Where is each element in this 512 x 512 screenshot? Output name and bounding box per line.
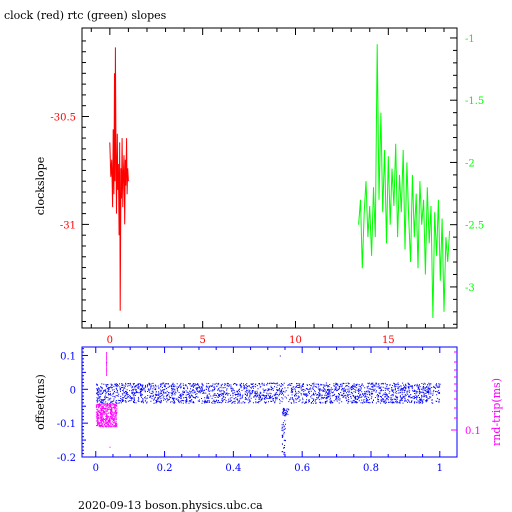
- offset-y-tick-label: 0.1: [60, 351, 76, 362]
- slope-x-tick-label: 0: [107, 335, 113, 346]
- rndtrip-points: [95, 352, 118, 448]
- offset-x-tick-label: 0.8: [363, 463, 379, 474]
- clockslope-tick-label: -30.5: [50, 112, 76, 123]
- chart-title: clock (red) rtc (green) slopes: [4, 9, 167, 22]
- slope-x-tick-label: 5: [199, 335, 205, 346]
- offset-series: [95, 352, 441, 455]
- offset-y-axis: 0.1 0 -0.1 -0.2: [57, 348, 88, 464]
- rtc-slope-tick-label: -2: [465, 158, 475, 169]
- offset-points: [96, 355, 441, 455]
- offset-x-tick-label: 0: [93, 463, 99, 474]
- offset-plot-frame: [81, 346, 458, 458]
- slope-plot-frame: [81, 27, 458, 329]
- offset-panel: 0 0.2 0.4 0.6 0.8 1 0.1 0 -0.1 -0.2 0.1 offset(m…: [34, 346, 503, 474]
- offset-x-tick-label: 0.4: [225, 463, 241, 474]
- offset-label: offset(ms): [34, 374, 47, 430]
- rtc-slope-tick-label: -1: [465, 34, 475, 45]
- rtc-slope-tick-label: -3: [465, 283, 475, 294]
- slope-panel: 0 5 10 15 -30.5 -31 -1 -1.5 -2 -2.5 -3 clockslop…: [34, 27, 484, 346]
- rtc-slope-line: [358, 44, 451, 319]
- rtc-slope-tick-label: -2.5: [465, 221, 484, 232]
- offset-x-tick-label: 1: [437, 463, 443, 474]
- rndtrip-y-axis: 0.1: [451, 351, 481, 437]
- rndtrip-label: rnd-trip(ms): [490, 378, 503, 446]
- clock-slope-line: [109, 47, 129, 311]
- slope-x-axis: 0 5 10 15: [90, 28, 445, 346]
- rtc-slope-tick-label: -1.5: [465, 96, 484, 107]
- slope-series: [109, 44, 451, 319]
- offset-x-tick-label: 0.2: [157, 463, 173, 474]
- offset-x-axis: 0 0.2 0.4 0.6 0.8 1: [93, 347, 443, 474]
- offset-y-tick-label: -0.1: [57, 419, 76, 430]
- footer-text: 2020-09-13 boson.physics.ubc.ca: [78, 499, 263, 512]
- rndtrip-tick-label: 0.1: [465, 426, 481, 437]
- clockslope-tick-label: -31: [60, 220, 76, 231]
- slope-x-tick-label: 10: [289, 335, 302, 346]
- rtc-slope-axis: -1 -1.5 -2 -2.5 -3: [450, 34, 484, 325]
- offset-y-tick-label: 0: [70, 385, 76, 396]
- clockslope-label: clockslope: [34, 157, 47, 215]
- offset-x-tick-label: 0.6: [294, 463, 310, 474]
- slope-x-tick-label: 15: [382, 335, 395, 346]
- clockslope-axis: -30.5 -31: [50, 40, 89, 323]
- offset-y-tick-label: -0.2: [57, 453, 76, 464]
